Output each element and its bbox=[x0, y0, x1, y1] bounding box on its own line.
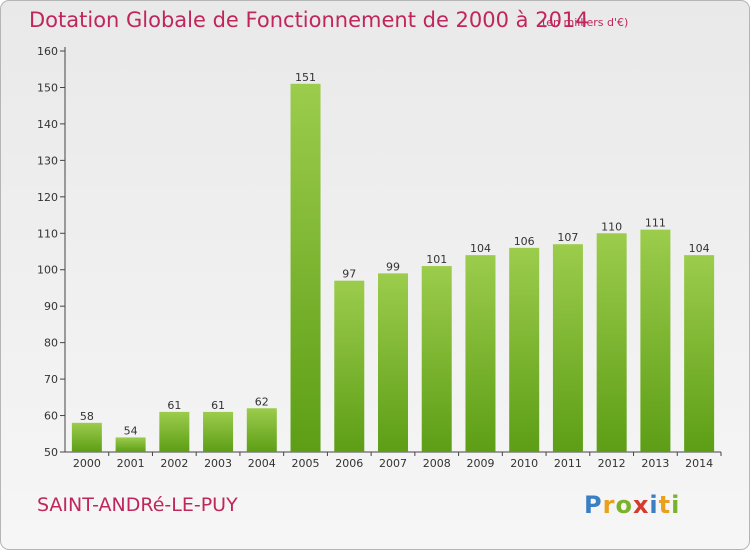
logo-letter: t bbox=[658, 491, 672, 519]
x-tick-label: 2010 bbox=[510, 457, 538, 470]
x-tick-label: 2012 bbox=[598, 457, 626, 470]
bar bbox=[596, 233, 627, 452]
y-tick-label: 130 bbox=[37, 154, 58, 167]
bar-value-label: 104 bbox=[470, 242, 491, 255]
x-tick-label: 2006 bbox=[335, 457, 363, 470]
bar-value-label: 107 bbox=[557, 231, 578, 244]
bar-value-label: 54 bbox=[124, 424, 138, 437]
logo-letter: x bbox=[632, 491, 650, 519]
logo-letter: P bbox=[584, 491, 603, 519]
bar-value-label: 104 bbox=[689, 242, 710, 255]
bar bbox=[552, 244, 583, 452]
bar bbox=[246, 408, 277, 452]
x-tick-label: 2014 bbox=[685, 457, 713, 470]
x-tick-label: 2007 bbox=[379, 457, 407, 470]
bar bbox=[203, 411, 234, 452]
y-tick-label: 100 bbox=[37, 264, 58, 277]
x-tick-label: 2002 bbox=[160, 457, 188, 470]
bar bbox=[159, 411, 190, 452]
bar-value-label: 106 bbox=[514, 235, 535, 248]
logo-letter: i bbox=[671, 491, 681, 519]
bar bbox=[465, 255, 496, 452]
bar bbox=[290, 83, 321, 453]
y-tick-label: 110 bbox=[37, 227, 58, 240]
bar bbox=[640, 229, 671, 452]
bar-value-label: 151 bbox=[295, 71, 316, 84]
x-tick-label: 2008 bbox=[423, 457, 451, 470]
bar bbox=[684, 255, 715, 452]
x-tick-label: 2005 bbox=[292, 457, 320, 470]
bar-value-label: 61 bbox=[211, 399, 225, 412]
bar-value-label: 101 bbox=[426, 253, 447, 266]
x-tick-label: 2000 bbox=[73, 457, 101, 470]
x-tick-label: 2004 bbox=[248, 457, 276, 470]
x-tick-label: 2009 bbox=[466, 457, 494, 470]
proxiti-logo[interactable]: Proxiti bbox=[584, 491, 680, 519]
logo-letter: o bbox=[615, 491, 633, 519]
y-tick-label: 160 bbox=[37, 45, 58, 58]
logo-letter: i bbox=[649, 491, 659, 519]
x-tick-label: 2003 bbox=[204, 457, 232, 470]
y-tick-label: 120 bbox=[37, 191, 58, 204]
bar-value-label: 61 bbox=[167, 399, 181, 412]
bar-value-label: 62 bbox=[255, 395, 269, 408]
logo-letter: r bbox=[602, 491, 616, 519]
x-tick-label: 2013 bbox=[641, 457, 669, 470]
bar bbox=[378, 273, 408, 452]
y-tick-label: 90 bbox=[44, 300, 58, 313]
bar bbox=[115, 437, 146, 452]
chart-title: Dotation Globale de Fonctionnement de 20… bbox=[29, 8, 589, 32]
commune-name: SAINT-ANDRé-LE-PUY bbox=[37, 494, 238, 516]
bar-value-label: 97 bbox=[342, 268, 356, 281]
bar-value-label: 99 bbox=[386, 260, 400, 273]
bar bbox=[334, 280, 365, 452]
bar-value-label: 110 bbox=[601, 220, 622, 233]
bar-value-label: 111 bbox=[645, 217, 666, 230]
bar bbox=[509, 247, 540, 452]
bar-value-label: 58 bbox=[80, 410, 94, 423]
y-tick-label: 70 bbox=[44, 373, 58, 386]
x-tick-label: 2001 bbox=[117, 457, 145, 470]
bar bbox=[421, 266, 452, 452]
unit-note: (en milliers d'€) bbox=[542, 16, 629, 29]
y-tick-label: 50 bbox=[44, 446, 58, 459]
y-tick-label: 60 bbox=[44, 410, 58, 423]
x-tick-label: 2011 bbox=[554, 457, 582, 470]
y-tick-label: 80 bbox=[44, 337, 58, 350]
y-tick-label: 150 bbox=[37, 81, 58, 94]
y-tick-label: 140 bbox=[37, 118, 58, 131]
bar bbox=[71, 422, 102, 452]
